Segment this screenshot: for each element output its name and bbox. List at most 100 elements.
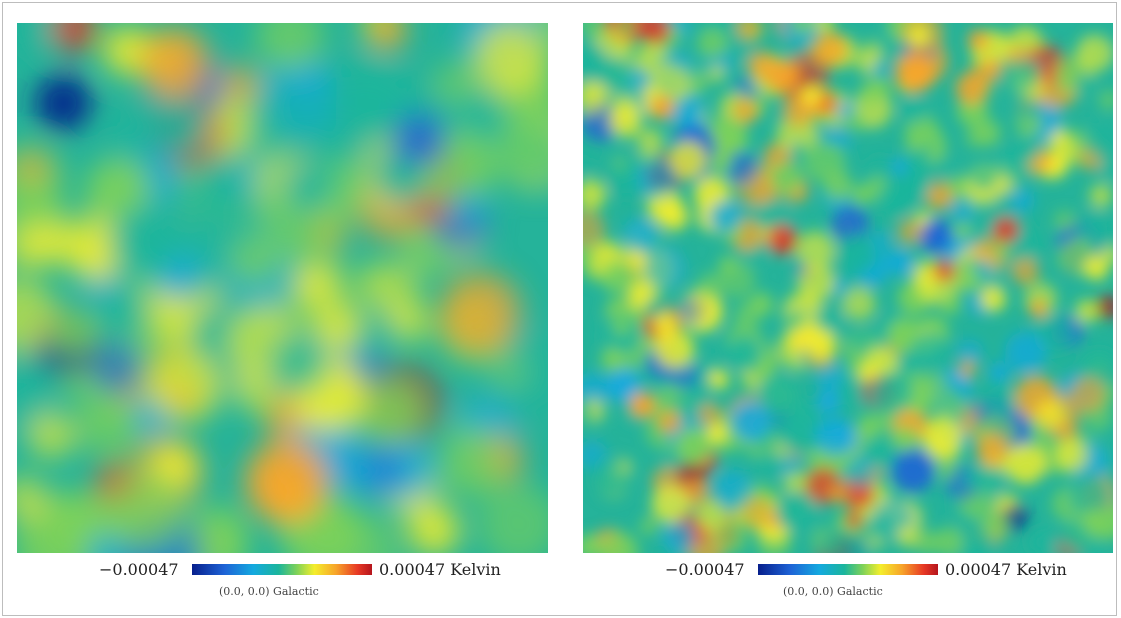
texture-blob: [934, 155, 959, 180]
texture-blob: [910, 331, 949, 370]
texture-blob: [583, 372, 610, 407]
texture-blob: [17, 277, 59, 353]
texture-blob: [816, 390, 840, 414]
texture-blob: [637, 128, 664, 155]
scale-max-label: 0.00047 Kelvin: [379, 560, 501, 579]
texture-blob: [828, 482, 850, 504]
texture-blob: [696, 501, 727, 531]
texture-blob: [903, 102, 925, 124]
texture-blob: [815, 417, 855, 456]
texture-blob: [817, 527, 857, 553]
texture-blob: [244, 81, 323, 160]
texture-blob: [87, 532, 126, 553]
texture-blob: [859, 78, 889, 107]
texture-blob: [741, 496, 774, 529]
texture-blob: [148, 92, 209, 153]
texture-blob: [50, 307, 99, 355]
texture-blob: [294, 264, 338, 308]
texture-blob: [1081, 509, 1106, 533]
coordinate-label: (0.0, 0.0) Galactic: [219, 585, 319, 598]
texture-blob: [780, 413, 824, 456]
texture-blob: [1099, 158, 1113, 181]
texture-blob: [1075, 299, 1099, 324]
texture-blob: [614, 23, 637, 37]
texture-blob: [918, 218, 953, 253]
texture-blob: [494, 117, 548, 185]
texture-blob: [934, 527, 964, 553]
texture-blob: [583, 244, 597, 268]
texture-blob: [255, 23, 325, 71]
texture-blob: [601, 260, 636, 295]
temperature-map-left: [17, 23, 548, 553]
texture-blob: [228, 235, 280, 287]
texture-blob: [964, 126, 986, 148]
texture-blob: [846, 456, 878, 488]
texture-blob: [866, 348, 898, 380]
texture-blob: [712, 469, 753, 510]
texture-blob: [1084, 255, 1109, 281]
texture-blob: [730, 401, 771, 441]
texture-blob: [606, 367, 641, 403]
sky-map-panel-right: −0.00047 0.00047 Kelvin (0.0, 0.0) Galac…: [583, 23, 1113, 598]
texture-blob: [975, 433, 1009, 467]
texture-blob: [639, 517, 658, 535]
texture-blob: [842, 287, 876, 321]
texture-blob: [697, 28, 728, 59]
texture-blob: [583, 209, 606, 250]
texture-blob: [662, 521, 695, 553]
texture-blob: [473, 23, 545, 94]
texture-blob: [932, 258, 957, 283]
texture-blob: [1028, 528, 1057, 553]
texture-blob: [1075, 34, 1113, 72]
texture-blob: [266, 331, 329, 394]
texture-blob: [788, 142, 807, 161]
scale-max-label: 0.00047 Kelvin: [945, 560, 1067, 579]
texture-blob: [993, 241, 1011, 259]
texture-blob: [392, 113, 446, 167]
texture-blob: [490, 331, 548, 414]
texture-blob: [408, 504, 460, 553]
texture-blob: [896, 526, 918, 548]
texture-blob: [865, 511, 899, 544]
texture-blob: [857, 414, 882, 439]
texture-blob: [921, 416, 963, 458]
texture-blob: [891, 448, 936, 492]
texture-blob: [783, 472, 806, 495]
texture-blob: [967, 159, 1000, 192]
texture-blob: [583, 23, 604, 38]
texture-blob: [37, 490, 104, 553]
texture-blob: [27, 411, 75, 459]
texture-blob: [894, 51, 936, 93]
texture-blob: [51, 23, 98, 52]
texture-blob: [698, 272, 724, 299]
texture-blob: [438, 429, 507, 499]
texture-blob: [601, 534, 635, 553]
texture-blob: [870, 230, 892, 252]
texture-blob: [968, 61, 994, 87]
texture-blob: [813, 23, 834, 34]
texture-blob: [283, 163, 332, 212]
texture-blob: [974, 259, 995, 280]
texture-blob: [792, 23, 813, 34]
texture-blob: [803, 141, 845, 183]
sky-map-panel-left: −0.00047 0.00047 Kelvin (0.0, 0.0) Galac…: [17, 23, 548, 598]
texture-blob: [609, 105, 642, 138]
texture-blob: [448, 189, 487, 228]
texture-blob: [35, 74, 92, 132]
texture-blob: [1005, 444, 1046, 485]
texture-blob: [886, 248, 913, 275]
texture-blob: [836, 234, 877, 275]
texture-blob: [439, 271, 522, 355]
texture-blob: [708, 369, 729, 390]
texture-blob: [1099, 90, 1113, 110]
texture-blob: [1102, 246, 1113, 264]
texture-blob: [1005, 331, 1047, 374]
texture-blob: [1053, 210, 1076, 233]
texture-blob: [735, 23, 762, 41]
color-scale-legend-left: −0.00047 0.00047 Kelvin: [17, 560, 548, 580]
texture-blob: [369, 23, 407, 50]
texture-blob: [718, 255, 738, 275]
texture-blob: [312, 303, 363, 354]
texture-blob: [1068, 474, 1111, 517]
texture-blob: [1029, 300, 1047, 318]
